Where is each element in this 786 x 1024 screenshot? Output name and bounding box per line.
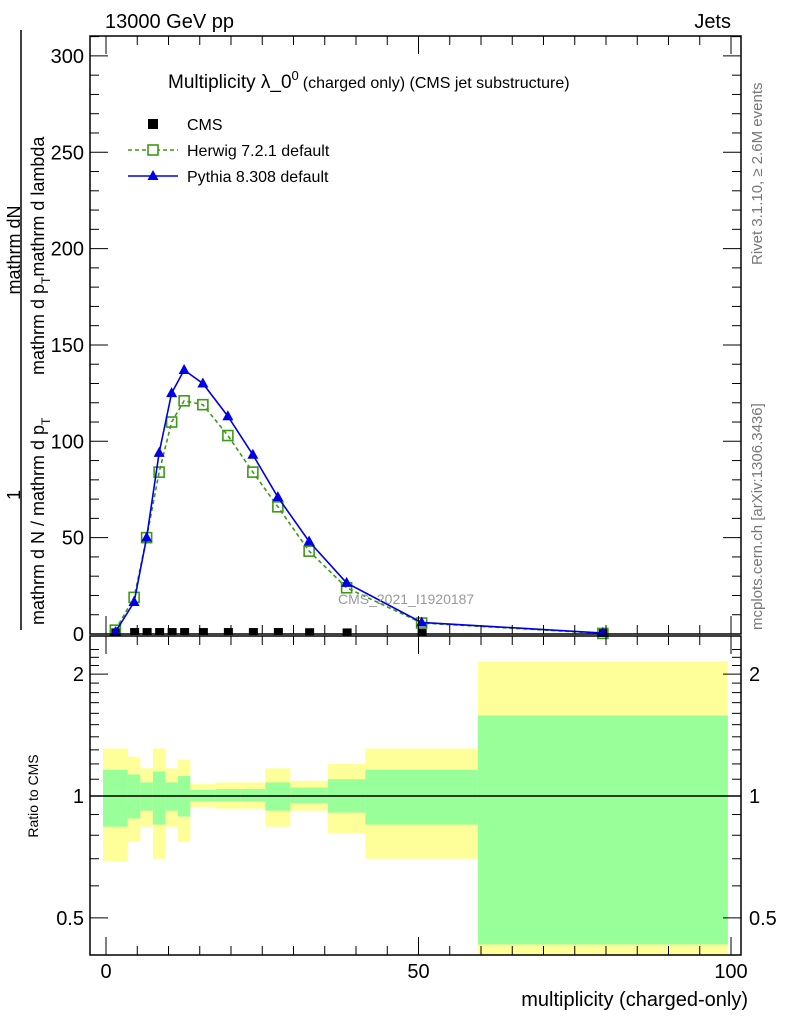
- data-point: [303, 545, 315, 557]
- y-tick-label: 200: [51, 239, 84, 261]
- data-point: [197, 377, 209, 388]
- data-point: [165, 416, 178, 428]
- ylabel-numerator: 1: [4, 490, 24, 500]
- x-axis-label: multiplicity (charged-only): [521, 989, 748, 1011]
- ylabel-denominator: mathrm d N / mathrm d pT: [28, 417, 53, 625]
- legend-label: Pythia 8.308 default: [187, 169, 329, 186]
- data-point: [155, 628, 165, 636]
- series-cms: [111, 628, 608, 636]
- data-point: [303, 535, 315, 546]
- data-point: [197, 398, 209, 411]
- data-point: [130, 628, 140, 636]
- data-point: [153, 466, 165, 478]
- legend-label: Herwig 7.2.1 default: [187, 143, 330, 160]
- ratio-inner-band: [477, 715, 728, 945]
- axes: 0 50 100 150 200 250 300 0 50 100 0.5 0.5 1 1 2 2: [51, 35, 777, 983]
- data-point: [272, 491, 284, 502]
- legend-label: CMS: [187, 117, 223, 134]
- data-point: [247, 448, 259, 459]
- legend-marker: [148, 119, 158, 129]
- ratio-y-tick-label-right: 1: [749, 786, 760, 808]
- data-point: [198, 628, 208, 636]
- x-tick-label: 100: [714, 961, 747, 983]
- data-point: [272, 501, 284, 513]
- legend-item-herwig: Herwig 7.2.1 default: [128, 143, 330, 160]
- y-tick-label: 50: [62, 528, 84, 550]
- ratio-y-tick-label: 2: [73, 664, 84, 686]
- y-tick-label: 300: [51, 46, 84, 68]
- data-point: [166, 387, 178, 398]
- series-line: [114, 399, 603, 635]
- ratio-inner-band: [215, 789, 241, 802]
- mcplots-label: mcplots.cern.ch [arXiv:1306.3436]: [749, 403, 766, 630]
- data-point: [247, 466, 259, 478]
- header-left: 13000 GeV pp: [105, 11, 234, 33]
- y-tick-label: 0: [73, 624, 84, 646]
- x-tick-label: 50: [407, 961, 429, 983]
- ylabel-denominator2: mathrm d pTmathrm d lambda: [28, 136, 53, 375]
- ratio-y-label: Ratio to CMS: [25, 754, 41, 837]
- legend-marker: [147, 170, 159, 180]
- data-point: [417, 628, 427, 636]
- legend-item-cms: CMS: [148, 117, 223, 134]
- chart-title: Multiplicity λ_00 (charged only) (CMS jet…: [168, 68, 570, 93]
- legend-marker: [147, 144, 159, 156]
- data-point: [128, 596, 140, 607]
- data-point: [223, 628, 233, 636]
- data-point: [273, 628, 283, 636]
- data-point: [305, 628, 315, 636]
- data-point: [178, 364, 190, 375]
- data-point: [222, 410, 234, 421]
- data-point: [222, 429, 234, 442]
- data-point: [167, 628, 177, 636]
- ratio-inner-band: [152, 771, 166, 825]
- header-right: Jets: [694, 11, 731, 33]
- y-axis-label: 1 mathrm d N / mathrm d pT mathrm dN mat…: [4, 30, 53, 630]
- data-point: [153, 446, 165, 457]
- ratio-y-tick-label-right: 0.5: [749, 908, 777, 930]
- data-point: [180, 628, 190, 636]
- ratio-y-tick-label-right: 2: [749, 664, 760, 686]
- data-point: [342, 628, 352, 636]
- data-point: [178, 395, 190, 407]
- y-tick-label: 250: [51, 142, 84, 164]
- analysis-watermark: CMS_2021_I1920187: [338, 591, 474, 607]
- legend-item-pythia: Pythia 8.308 default: [128, 169, 329, 186]
- ratio-inner-band: [365, 769, 478, 825]
- data-point: [141, 531, 153, 542]
- ratio-y-tick-label: 0.5: [56, 908, 84, 930]
- ratio-inner-band: [103, 769, 128, 827]
- data-point: [248, 628, 258, 636]
- data-point: [341, 576, 353, 587]
- y-tick-label: 100: [51, 431, 84, 453]
- data-point: [142, 628, 152, 636]
- rivet-label: Rivet 3.1.10, ≥ 2.6M events: [749, 83, 766, 266]
- ratio-y-tick-label: 1: [73, 786, 84, 808]
- legend: CMS Herwig 7.2.1 default Pythia 8.308 defa…: [128, 117, 330, 186]
- main-frame: [89, 35, 742, 635]
- x-tick-label: 0: [100, 961, 111, 983]
- ylabel-numerator2: mathrm dN: [4, 205, 24, 294]
- y-tick-label: 150: [51, 335, 84, 357]
- ratio-inner-band: [240, 789, 266, 802]
- series-line: [114, 368, 603, 634]
- ratio-plot-area: [90, 661, 741, 955]
